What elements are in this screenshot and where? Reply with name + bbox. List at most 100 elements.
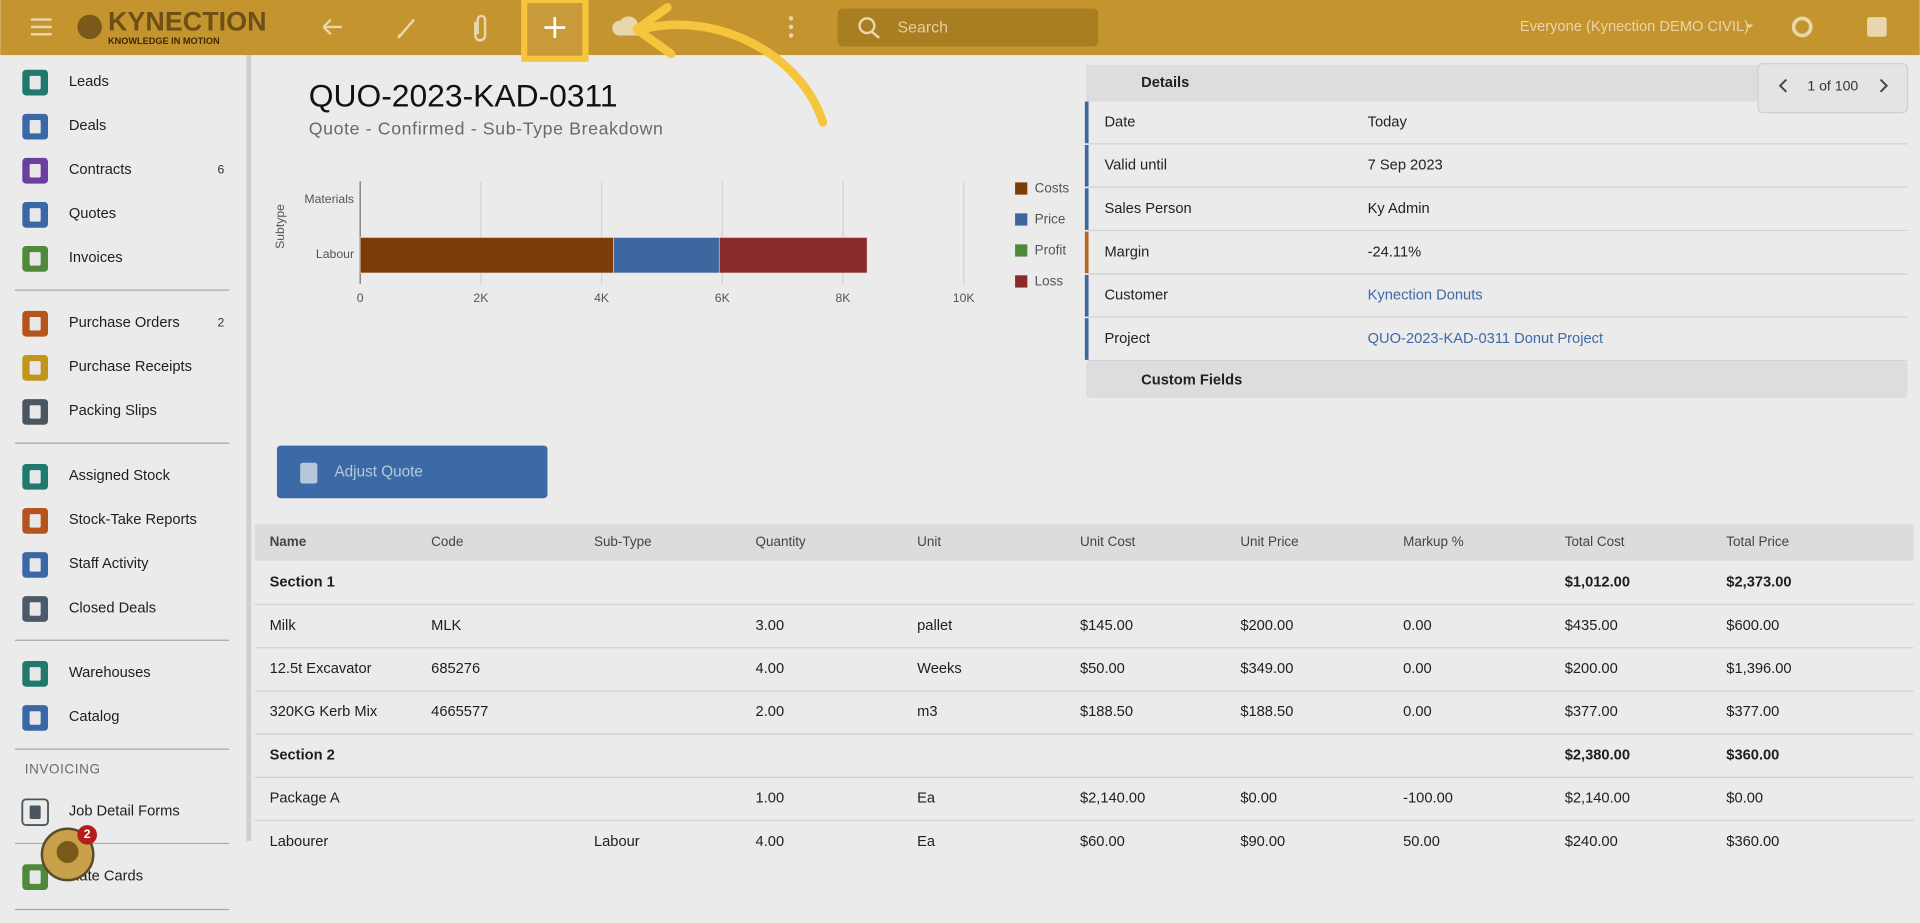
details-value[interactable]: Kynection Donuts bbox=[1368, 288, 1483, 304]
x-tick-label: 8K bbox=[835, 291, 851, 305]
sidebar-scrollbar bbox=[246, 55, 252, 841]
table-cell: Ea bbox=[917, 791, 936, 807]
logo-tagline: KNOWLEDGE IN MOTION bbox=[108, 36, 220, 46]
table-cell: Weeks bbox=[917, 661, 962, 677]
column-header[interactable]: Sub-Type bbox=[594, 534, 652, 549]
search-box[interactable] bbox=[837, 8, 1099, 47]
sidebar-item[interactable]: Leads bbox=[22, 69, 109, 96]
sidebar-item[interactable]: Job Detail Forms bbox=[21, 798, 180, 826]
sidebar-icon-glyph bbox=[29, 317, 41, 331]
sidebar-item[interactable]: Deals bbox=[22, 113, 106, 140]
column-header[interactable]: Quantity bbox=[756, 534, 806, 549]
details-value: Today bbox=[1368, 114, 1408, 130]
bar-segment bbox=[613, 237, 720, 274]
back-button[interactable] bbox=[322, 18, 342, 36]
assistant-avatar[interactable]: 2 bbox=[40, 825, 97, 882]
column-header[interactable]: Total Price bbox=[1726, 534, 1789, 549]
details-label: Sales Person bbox=[1104, 201, 1191, 217]
section-cell: Section 2 bbox=[270, 747, 335, 763]
pager-next[interactable] bbox=[1879, 78, 1889, 93]
adjust-quote-button[interactable] bbox=[276, 445, 548, 499]
sidebar-item[interactable]: Closed Deals bbox=[22, 596, 156, 622]
sidebar-icon-glyph bbox=[29, 75, 41, 90]
table-cell: $145.00 bbox=[1080, 618, 1133, 634]
page-title: QUO-2023-KAD-0311 bbox=[309, 77, 618, 113]
sidebar-icon-glyph bbox=[29, 470, 41, 484]
sidebar-label: Stock-Take Reports bbox=[69, 512, 197, 528]
table-cell: 685276 bbox=[431, 661, 480, 677]
details-value: 7 Sep 2023 bbox=[1368, 158, 1443, 174]
sidebar-label: Contracts bbox=[69, 162, 132, 178]
table-cell: $240.00 bbox=[1565, 834, 1618, 850]
sidebar-item[interactable]: Contracts 6 bbox=[22, 157, 224, 184]
sidebar-icon-glyph bbox=[29, 602, 41, 616]
line-items-table: Name Code Sub-Type Quantity Unit Unit Cost Uni… bbox=[254, 523, 1914, 850]
details-value[interactable]: QUO-2023-KAD-0311 Donut Project bbox=[1368, 331, 1603, 347]
column-header[interactable]: Unit bbox=[917, 534, 941, 549]
more-button[interactable] bbox=[788, 16, 794, 38]
sidebar-item[interactable]: Purchase Orders 2 bbox=[22, 310, 224, 337]
details-row-accent bbox=[1084, 144, 1089, 187]
sidebar-item[interactable]: Purchase Receipts bbox=[22, 355, 192, 381]
attach-button[interactable] bbox=[474, 14, 487, 42]
sidebar-item[interactable]: Assigned Stock bbox=[22, 463, 171, 490]
sidebar-label: Closed Deals bbox=[69, 600, 156, 616]
sidebar-icon-glyph bbox=[29, 558, 41, 572]
add-icon bbox=[544, 17, 566, 38]
sidebar-label: Catalog bbox=[69, 709, 120, 725]
table-cell: 2.00 bbox=[756, 704, 785, 720]
sidebar-item[interactable]: Packing Slips bbox=[22, 399, 157, 425]
sidebar-item[interactable]: Staff Activity bbox=[22, 552, 149, 578]
sidebar-icon-glyph bbox=[29, 405, 41, 419]
column-header[interactable]: Markup % bbox=[1403, 534, 1464, 549]
sidebar-item[interactable]: Invoices bbox=[22, 246, 123, 272]
column-header[interactable]: Total Cost bbox=[1565, 534, 1625, 549]
bar-segment bbox=[359, 237, 614, 274]
column-header[interactable]: Name bbox=[270, 534, 307, 549]
table-cell: Milk bbox=[270, 618, 297, 634]
sidebar-icon-glyph bbox=[29, 164, 41, 178]
table-cell: 0.00 bbox=[1403, 661, 1432, 677]
sidebar-icon-glyph bbox=[29, 119, 41, 134]
pager-prev[interactable] bbox=[1778, 78, 1787, 93]
column-header[interactable]: Unit Price bbox=[1240, 534, 1298, 549]
sidebar-label: Assigned Stock bbox=[69, 468, 171, 484]
sidebar-section-label: INVOICING bbox=[25, 762, 101, 777]
custom-fields-header[interactable] bbox=[1086, 361, 1908, 398]
sidebar-item[interactable]: Quotes bbox=[22, 201, 116, 228]
column-header[interactable]: Code bbox=[431, 534, 463, 549]
legend-label: Price bbox=[1035, 212, 1066, 227]
menu-button[interactable] bbox=[30, 18, 52, 36]
sidebar-label: Packing Slips bbox=[69, 403, 157, 419]
legend-label: Costs bbox=[1035, 181, 1070, 196]
table-cell: $349.00 bbox=[1240, 661, 1293, 677]
settings-button[interactable] bbox=[1791, 16, 1813, 38]
details-label: Customer bbox=[1104, 288, 1168, 304]
sidebar-item[interactable]: Catalog bbox=[22, 705, 119, 731]
legend-swatch bbox=[1015, 182, 1028, 195]
pointer-arrowhead bbox=[632, 3, 676, 59]
edit-button[interactable] bbox=[397, 18, 415, 39]
details-row-accent bbox=[1084, 318, 1089, 360]
workspace-caret bbox=[1745, 24, 1754, 29]
sidebar-label: Staff Activity bbox=[69, 556, 149, 572]
table-cell: $2,140.00 bbox=[1565, 791, 1630, 807]
x-tick-label: 0 bbox=[357, 291, 364, 305]
section-cell: $360.00 bbox=[1726, 747, 1779, 763]
column-header[interactable]: Unit Cost bbox=[1080, 534, 1136, 549]
profile-button[interactable] bbox=[1867, 17, 1887, 37]
table-cell: MLK bbox=[431, 618, 461, 634]
table-cell: $90.00 bbox=[1240, 834, 1285, 850]
sidebar-icon-glyph bbox=[29, 870, 41, 884]
sidebar-item[interactable]: Stock-Take Reports bbox=[22, 508, 197, 534]
sidebar-label: Quotes bbox=[69, 206, 116, 222]
table-cell: Labour bbox=[594, 834, 640, 850]
sidebar-label: Warehouses bbox=[69, 665, 151, 681]
section-cell: Section 1 bbox=[270, 575, 335, 591]
workspace-selector[interactable]: Everyone (Kynection DEMO CIVIL) bbox=[1520, 19, 1749, 35]
table-cell: 1.00 bbox=[756, 791, 785, 807]
sidebar-item[interactable]: Warehouses bbox=[22, 661, 151, 687]
adjust-quote-label: Adjust Quote bbox=[334, 464, 422, 481]
x-tick-label: 10K bbox=[953, 291, 976, 305]
